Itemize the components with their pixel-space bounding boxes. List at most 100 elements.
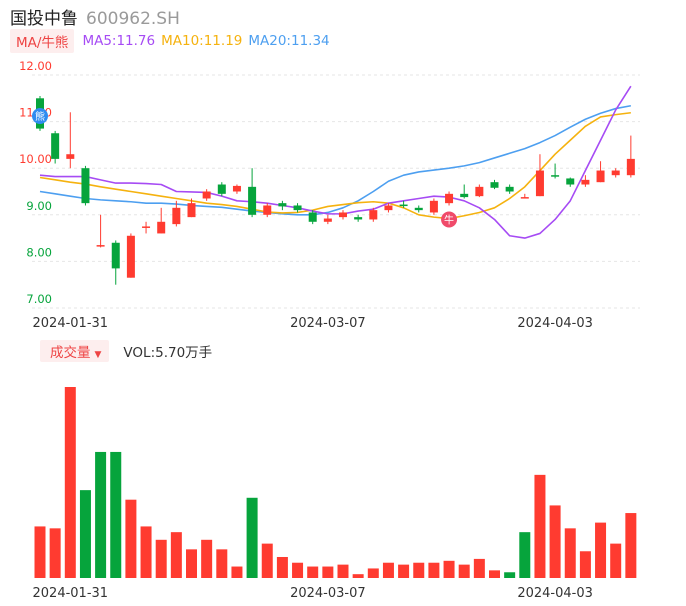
x-tick-label: 2024-03-07 bbox=[290, 316, 366, 331]
candle-body bbox=[142, 226, 151, 228]
volume-bar bbox=[231, 566, 243, 578]
volume-bar bbox=[367, 568, 379, 578]
x-tick-label: 2024-04-03 bbox=[517, 586, 593, 601]
volume-bar bbox=[125, 499, 137, 578]
volume-bar bbox=[292, 562, 304, 578]
volume-bar bbox=[443, 560, 455, 578]
signal-marker-icon bbox=[32, 107, 48, 124]
candle-body bbox=[217, 184, 226, 194]
x-tick-label: 2024-03-07 bbox=[290, 586, 366, 601]
volume-tag-label: 成交量 bbox=[50, 345, 91, 361]
volume-bar bbox=[549, 505, 561, 578]
volume-bar bbox=[186, 549, 197, 578]
candle-body bbox=[520, 197, 529, 199]
candle-body bbox=[551, 175, 560, 177]
candle-body bbox=[339, 212, 347, 218]
candle-body bbox=[278, 203, 287, 207]
candle-body bbox=[51, 133, 60, 159]
y-tick-label: 12.00 bbox=[19, 59, 52, 73]
stock-header: 国投中鲁 600962.SH bbox=[10, 4, 180, 29]
candle-body bbox=[157, 221, 166, 234]
candle-body bbox=[490, 182, 499, 188]
ma5-line bbox=[39, 85, 632, 239]
volume-legend: 成交量 ▼ VOL:5.70万手 bbox=[40, 340, 213, 362]
volume-bar bbox=[473, 558, 485, 578]
volume-bar bbox=[519, 532, 531, 578]
candle-body bbox=[611, 170, 620, 176]
volume-bar bbox=[458, 564, 470, 578]
candle-body bbox=[263, 205, 272, 215]
candle-body bbox=[626, 158, 635, 176]
volume-bar bbox=[216, 549, 228, 578]
candle-body bbox=[232, 185, 241, 192]
volume-bar bbox=[413, 562, 425, 578]
y-tick-label: 10.00 bbox=[19, 152, 52, 166]
candle-body bbox=[581, 179, 590, 185]
volume-bar bbox=[504, 572, 516, 578]
volume-bar bbox=[49, 528, 61, 578]
volume-bar bbox=[170, 532, 182, 578]
volume-bar bbox=[625, 513, 637, 578]
candle-body bbox=[384, 205, 393, 211]
ma10-label: MA10:11.19 bbox=[161, 33, 243, 49]
ma20-label: MA20:11.34 bbox=[248, 33, 330, 49]
candle-body bbox=[445, 193, 454, 204]
ma-legend: MA/牛熊 MA5:11.76 MA10:11.19 MA20:11.34 bbox=[10, 29, 330, 53]
volume-value: VOL:5.70万手 bbox=[123, 345, 213, 361]
volume-bar bbox=[337, 564, 349, 578]
y-tick-label: 9.00 bbox=[26, 199, 52, 213]
ma10-line bbox=[39, 111, 631, 220]
candle-body bbox=[566, 178, 575, 185]
volume-bar bbox=[382, 562, 394, 578]
candle-body bbox=[248, 186, 257, 215]
volume-bar bbox=[110, 451, 122, 578]
volume-bar bbox=[155, 539, 167, 578]
stock-code: 600962.SH bbox=[86, 9, 180, 29]
volume-bar bbox=[564, 528, 576, 578]
candle-body bbox=[475, 186, 484, 197]
signal-marker-icon bbox=[441, 211, 458, 228]
y-tick-label: 8.00 bbox=[26, 245, 52, 259]
volume-bar bbox=[428, 562, 440, 578]
volume-bar bbox=[322, 566, 334, 578]
ma20-line bbox=[39, 104, 631, 216]
y-tick-label: 7.00 bbox=[26, 292, 52, 306]
candle-body bbox=[187, 203, 196, 218]
volume-bar bbox=[261, 543, 273, 578]
candle-body bbox=[66, 154, 75, 159]
candle-body bbox=[399, 204, 408, 207]
candle-body bbox=[96, 245, 105, 247]
candle-body bbox=[460, 193, 469, 198]
x-tick-label: 2024-04-03 bbox=[517, 316, 593, 331]
volume-bar bbox=[64, 387, 76, 578]
candle-body bbox=[414, 207, 423, 211]
volume-bar bbox=[140, 526, 152, 578]
x-tick-label: 2024-01-31 bbox=[33, 586, 109, 601]
candle-body bbox=[535, 170, 544, 197]
candle-body bbox=[172, 207, 181, 225]
candle-body bbox=[429, 200, 438, 213]
volume-bar bbox=[246, 497, 258, 578]
volume-bar bbox=[34, 526, 46, 578]
volume-bar bbox=[95, 451, 107, 578]
volume-bar bbox=[352, 574, 364, 578]
candle-body bbox=[202, 191, 211, 199]
volume-bar bbox=[610, 543, 622, 578]
candle-body bbox=[293, 205, 302, 211]
volume-indicator-button[interactable]: 成交量 ▼ bbox=[40, 340, 110, 362]
volume-bar bbox=[79, 490, 91, 578]
candle-body bbox=[369, 210, 378, 220]
caret-down-icon: ▼ bbox=[94, 350, 102, 360]
volume-bar bbox=[579, 551, 591, 578]
candle-body bbox=[126, 235, 135, 278]
ma-toggle-button[interactable]: MA/牛熊 bbox=[10, 29, 75, 53]
stock-name: 国投中鲁 bbox=[10, 9, 78, 29]
candle-body bbox=[354, 217, 363, 220]
volume-bar bbox=[201, 539, 213, 578]
volume-bar bbox=[276, 556, 288, 578]
volume-bar bbox=[307, 566, 319, 578]
candle-body bbox=[81, 168, 90, 204]
candle-body bbox=[308, 212, 317, 222]
candle-body bbox=[505, 186, 514, 192]
